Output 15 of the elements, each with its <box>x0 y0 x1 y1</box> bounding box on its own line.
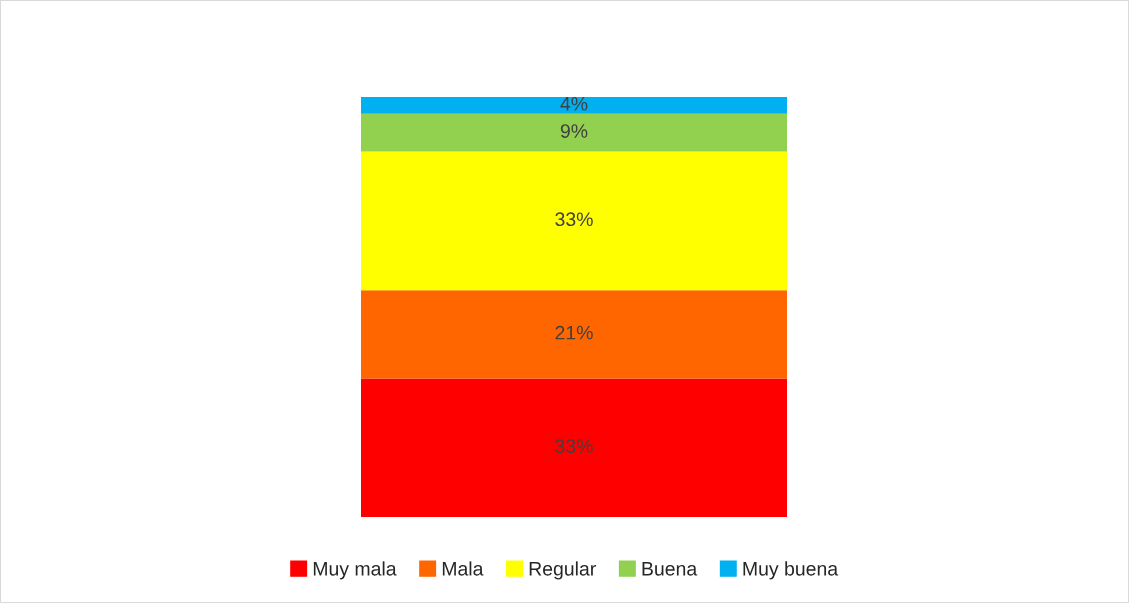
data-label: 4% <box>560 96 588 111</box>
legend-label: Muy mala <box>313 561 397 580</box>
data-label: 33% <box>555 439 593 453</box>
bar <box>361 378 787 517</box>
bar <box>361 97 787 114</box>
legend-label: Muy buena <box>743 561 839 580</box>
bar <box>361 290 787 379</box>
legend-label: Regular <box>529 561 596 580</box>
bar <box>361 113 787 152</box>
data-label: 21% <box>555 325 593 340</box>
bar <box>361 151 787 291</box>
legend-label: Buena <box>642 562 698 576</box>
data-label: 9% <box>560 124 588 138</box>
data-label: 33% <box>555 212 593 227</box>
legend-label: Mala <box>442 561 484 576</box>
